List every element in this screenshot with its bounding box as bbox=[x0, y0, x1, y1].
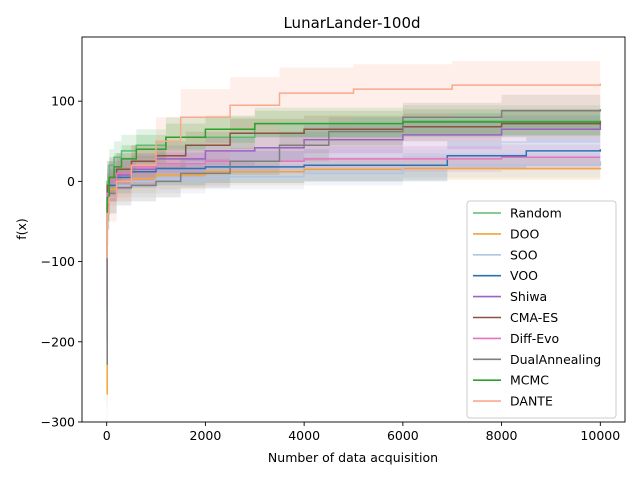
plot-frame bbox=[81, 36, 626, 423]
line-mcmc bbox=[106, 121, 602, 259]
x-tick-label: 6000 bbox=[387, 428, 419, 443]
x-axis-ticks: 0 2000 4000 6000 8000 10000 bbox=[103, 422, 620, 443]
y-axis-ticks: −300 −200 −100 0 100 bbox=[41, 94, 82, 430]
legend: Random DOO SOO VOO Shiwa CMA-ES Diff-Evo DualAn… bbox=[466, 200, 617, 419]
y-tick-label: 100 bbox=[51, 94, 75, 109]
band-dante bbox=[106, 57, 601, 302]
x-axis-title: Number of data acquisition bbox=[268, 450, 438, 465]
line-dante bbox=[106, 83, 602, 259]
legend-label-voo: VOO bbox=[510, 268, 538, 283]
band-cma-es bbox=[106, 107, 601, 358]
band-mcmc bbox=[106, 107, 601, 286]
legend-label-random: Random bbox=[510, 206, 562, 221]
legend-label-dualannealing: DualAnnealing bbox=[510, 352, 601, 367]
legend-box bbox=[466, 200, 617, 419]
y-tick-label: −200 bbox=[41, 334, 75, 349]
legend-label-doo: DOO bbox=[510, 226, 539, 241]
legend-label-cma-es: CMA-ES bbox=[510, 310, 558, 325]
series-lines bbox=[106, 83, 602, 395]
x-tick-label: 4000 bbox=[288, 428, 320, 443]
x-tick-label: 8000 bbox=[486, 428, 518, 443]
y-tick-label: 0 bbox=[67, 174, 75, 189]
legend-label-dante: DANTE bbox=[510, 394, 553, 409]
x-tick-label: 10000 bbox=[580, 428, 620, 443]
legend-label-shiwa: Shiwa bbox=[510, 289, 547, 304]
x-tick-label: 0 bbox=[103, 428, 111, 443]
band-shiwa bbox=[106, 109, 601, 350]
x-tick-label: 2000 bbox=[190, 428, 222, 443]
y-axis-title: f(x) bbox=[14, 218, 29, 240]
y-tick-label: −100 bbox=[41, 254, 75, 269]
legend-label-soo: SOO bbox=[510, 247, 538, 262]
legend-label-diff-evo: Diff-Evo bbox=[510, 331, 559, 346]
chart-title: LunarLander-100d bbox=[283, 14, 420, 32]
band-soo bbox=[106, 149, 601, 382]
legend-label-mcmc: MCMC bbox=[510, 373, 549, 388]
y-tick-label: −300 bbox=[41, 415, 75, 430]
